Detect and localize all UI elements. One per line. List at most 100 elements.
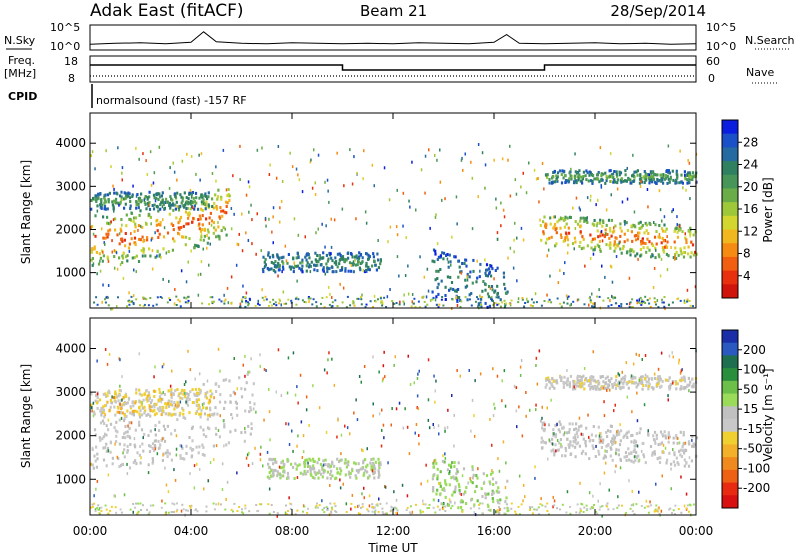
heatmap-cell bbox=[326, 470, 330, 474]
heatmap-cell bbox=[173, 428, 177, 432]
heatmap-cell bbox=[140, 192, 143, 196]
heatmap-cell bbox=[633, 210, 636, 214]
heatmap-cell bbox=[92, 196, 95, 200]
heatmap-cell bbox=[155, 403, 158, 407]
heatmap-cell bbox=[380, 300, 383, 303]
heatmap-cell bbox=[385, 502, 388, 505]
heatmap-cell bbox=[156, 192, 159, 196]
heatmap-cell bbox=[532, 301, 535, 304]
heatmap-cell bbox=[126, 444, 129, 448]
heatmap-cell bbox=[223, 425, 226, 429]
heatmap-cell bbox=[154, 199, 157, 203]
heatmap-cell bbox=[113, 266, 116, 270]
heatmap-cell bbox=[648, 177, 651, 181]
heatmap-cell bbox=[202, 198, 205, 202]
heatmap-cell bbox=[180, 201, 183, 205]
heatmap-cell bbox=[279, 299, 281, 302]
heatmap-cell bbox=[333, 218, 336, 222]
heatmap-cell bbox=[156, 249, 159, 253]
heatmap-cell bbox=[157, 209, 160, 213]
heatmap-cell bbox=[665, 170, 668, 173]
heatmap-cell bbox=[139, 502, 142, 505]
heatmap-cell bbox=[102, 435, 105, 439]
heatmap-cell bbox=[675, 380, 677, 384]
heatmap-cell bbox=[173, 239, 176, 243]
heatmap-cell bbox=[132, 503, 135, 505]
heatmap-cell bbox=[617, 448, 620, 452]
heatmap-cell bbox=[678, 224, 681, 228]
heatmap-cell bbox=[644, 354, 647, 357]
heatmap-cell bbox=[639, 296, 642, 299]
heatmap-cell bbox=[305, 458, 308, 462]
heatmap-cell bbox=[274, 301, 277, 304]
colorbar-segment bbox=[722, 355, 738, 369]
colorbar-segment bbox=[722, 161, 738, 176]
heatmap-cell bbox=[391, 300, 394, 302]
heatmap-cell bbox=[692, 503, 695, 506]
station-title: Adak East (fitACF) bbox=[90, 1, 244, 21]
heatmap-cell bbox=[581, 177, 584, 181]
heatmap-cell bbox=[187, 260, 189, 264]
heatmap-cell bbox=[626, 229, 629, 232]
heatmap-cell bbox=[611, 441, 614, 445]
heatmap-cell bbox=[326, 508, 329, 511]
heatmap-cell bbox=[142, 436, 144, 440]
heatmap-cell bbox=[606, 383, 609, 387]
heatmap-cell bbox=[303, 301, 306, 303]
heatmap-cell bbox=[668, 354, 671, 358]
heatmap-cell bbox=[628, 302, 631, 306]
heatmap-cell bbox=[217, 429, 220, 432]
heatmap-cell bbox=[618, 170, 621, 174]
heatmap-cell bbox=[244, 430, 247, 434]
heatmap-cell bbox=[637, 257, 639, 261]
heatmap-cell bbox=[158, 420, 161, 424]
heatmap-cell bbox=[649, 170, 652, 174]
heatmap-cell bbox=[615, 430, 618, 434]
heatmap-cell bbox=[411, 160, 413, 164]
heatmap-cell bbox=[147, 434, 150, 437]
heatmap-cell bbox=[625, 361, 627, 365]
heatmap-cell bbox=[205, 406, 207, 410]
heatmap-cell bbox=[535, 356, 538, 360]
heatmap-cell bbox=[220, 229, 223, 233]
heatmap-cell bbox=[176, 502, 178, 505]
heatmap-cell bbox=[162, 424, 165, 428]
heatmap-cell bbox=[390, 509, 393, 512]
heatmap-cell bbox=[331, 296, 333, 299]
heatmap-cell bbox=[448, 253, 451, 257]
heatmap-cell bbox=[96, 209, 99, 213]
heatmap-cell bbox=[209, 395, 212, 399]
heatmap-cell bbox=[627, 177, 630, 181]
heatmap-cell bbox=[202, 382, 205, 386]
heatmap-cell bbox=[291, 165, 294, 169]
heatmap-cell bbox=[146, 238, 149, 242]
heatmap-cell bbox=[679, 453, 682, 457]
heatmap-cell bbox=[495, 206, 498, 210]
heatmap-cell bbox=[591, 222, 594, 226]
heatmap-cell bbox=[95, 296, 98, 299]
heatmap-cell bbox=[279, 473, 282, 476]
heatmap-cell bbox=[319, 263, 322, 267]
heatmap-cell bbox=[480, 303, 483, 306]
heatmap-cell bbox=[272, 462, 275, 466]
heatmap-cell bbox=[135, 462, 138, 466]
heatmap-cell bbox=[106, 215, 109, 219]
heatmap-cell bbox=[437, 499, 440, 503]
heatmap-cell bbox=[175, 200, 178, 204]
heatmap-cell bbox=[523, 305, 526, 308]
heatmap-cell bbox=[637, 234, 640, 238]
heatmap-cell bbox=[113, 405, 116, 409]
heatmap-cell bbox=[660, 441, 664, 445]
heatmap-cell bbox=[495, 197, 497, 201]
heatmap-cell bbox=[553, 504, 556, 507]
heatmap-cell bbox=[518, 405, 520, 409]
heatmap-cell bbox=[173, 193, 176, 196]
heatmap-cell bbox=[618, 373, 621, 377]
heatmap-cell bbox=[584, 264, 586, 268]
heatmap-cell bbox=[433, 473, 436, 477]
heatmap-cell bbox=[158, 406, 162, 409]
heatmap-cell bbox=[285, 422, 287, 426]
heatmap-cell bbox=[641, 302, 644, 305]
heatmap-cell bbox=[154, 428, 156, 432]
heatmap-cell bbox=[625, 455, 628, 458]
